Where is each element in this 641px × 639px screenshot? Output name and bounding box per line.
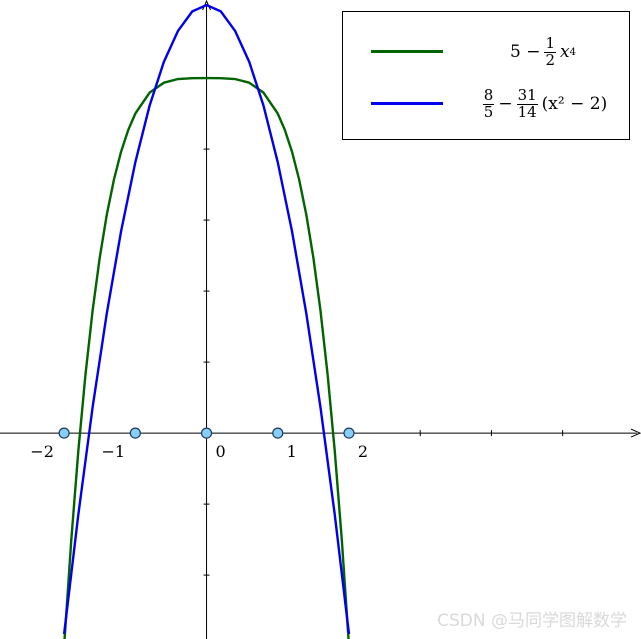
legend-1-variable: x <box>560 42 570 62</box>
marker-point <box>58 427 70 439</box>
marker-point <box>200 427 213 439</box>
x-tick-label: −2 <box>30 442 54 461</box>
legend-entry-2: 8 5 − 31 14 (x² − 2) <box>343 84 629 124</box>
legend-1-denominator: 2 <box>545 50 556 69</box>
legend-2-num-b: 31 <box>516 85 538 105</box>
x-tick-label: 0 <box>215 442 225 461</box>
marker-point <box>272 427 284 439</box>
legend-formula-2: 8 5 − 31 14 (x² − 2) <box>463 84 623 124</box>
series-line-1 <box>63 76 350 639</box>
x-tick-label: 1 <box>287 442 297 461</box>
legend-1-exponent: 4 <box>569 46 576 58</box>
x-axis-arrow <box>630 428 641 438</box>
marker-points <box>58 427 355 439</box>
legend-1-numerator: 1 <box>544 33 557 53</box>
legend-2-operator: − <box>498 94 513 114</box>
marker-point <box>129 427 141 439</box>
curves <box>62 3 351 639</box>
legend-swatch-green <box>371 50 443 53</box>
x-tick-label: 2 <box>358 442 368 461</box>
legend-1-fraction: 1 2 <box>544 33 557 69</box>
legend-swatch-blue <box>371 102 443 105</box>
legend-2-fraction-b: 31 14 <box>516 85 538 121</box>
x-tick-label: −1 <box>102 442 126 461</box>
legend-2-fraction-a: 8 5 <box>482 85 495 121</box>
legend-2-den-a: 5 <box>483 102 494 121</box>
tick-labels: −2 −1 0 1 2 <box>30 442 368 461</box>
legend-2-tail: (x² − 2) <box>541 94 608 114</box>
legend-1-const: 5 − <box>510 42 541 62</box>
watermark: CSDN @马同学图解数学 <box>437 611 627 631</box>
marker-point <box>343 427 355 439</box>
legend-2-den-b: 14 <box>517 102 537 121</box>
legend-2-num-a: 8 <box>482 85 495 105</box>
series-line-2 <box>62 3 351 635</box>
